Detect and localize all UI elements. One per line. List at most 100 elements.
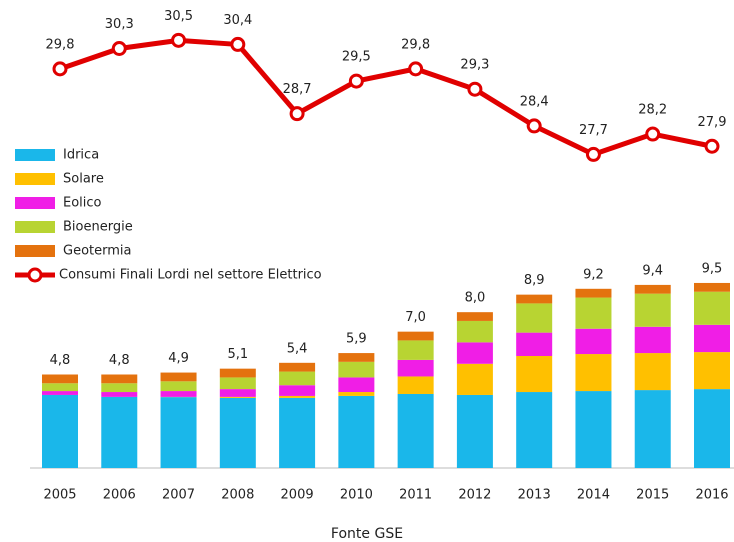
line-label: 29,8	[401, 37, 430, 52]
bar-segment	[101, 383, 138, 393]
bar-segment	[160, 391, 197, 397]
total-label: 4,8	[109, 353, 130, 368]
line-marker	[704, 138, 720, 154]
bar-segment	[42, 394, 78, 468]
x-tick-label: 2010	[340, 488, 373, 503]
bar-segment	[575, 288, 612, 298]
legend-label: Eolico	[63, 196, 102, 211]
bar-segment	[634, 293, 671, 327]
line-label: 28,7	[283, 82, 312, 97]
bar-segment	[219, 377, 256, 390]
line-label: 27,7	[579, 123, 608, 138]
legend-label: Bioenergie	[63, 220, 133, 235]
x-tick-label: 2014	[577, 488, 610, 503]
bar-segment	[279, 385, 316, 396]
total-label: 8,9	[524, 273, 545, 288]
bar-segment	[101, 374, 138, 384]
bar-segment	[694, 389, 730, 468]
line-label: 28,2	[638, 103, 667, 118]
bar-segment	[160, 372, 197, 382]
bar-segment	[456, 363, 493, 395]
bar-segment	[634, 284, 671, 294]
line-marker	[526, 118, 542, 134]
bar-segment	[516, 392, 553, 468]
bar-segment	[694, 291, 730, 325]
line	[59, 37, 713, 157]
line-marker	[52, 61, 68, 77]
bar-segment	[694, 324, 730, 353]
legend-swatch	[15, 221, 55, 233]
total-label: 4,8	[50, 353, 71, 368]
bar-segment	[279, 395, 316, 398]
source: Fonte GSE	[331, 526, 403, 542]
legend-swatch	[15, 197, 55, 209]
legend-swatch	[15, 149, 55, 161]
x-tick-label: 2006	[103, 488, 136, 503]
bar-segment	[397, 376, 434, 394]
legend-swatch	[15, 173, 55, 185]
bar-segment	[516, 332, 553, 356]
bar-segment	[279, 362, 316, 372]
bar-segment	[694, 282, 730, 292]
bar-segment	[101, 396, 138, 468]
bar-segment	[575, 391, 612, 468]
bar-segment	[397, 359, 434, 377]
x-tick-label: 2005	[43, 488, 76, 503]
bar-segment	[42, 374, 78, 384]
bar-segment	[397, 393, 434, 468]
bar-segment	[634, 326, 671, 354]
bar-segment	[160, 381, 197, 392]
bar-segment	[456, 394, 493, 468]
bar-segment	[456, 342, 493, 364]
line-label: 29,8	[46, 37, 75, 52]
bar-segment	[219, 389, 256, 397]
line-label: 30,3	[105, 17, 134, 32]
line-marker	[348, 73, 364, 89]
legend-label: Idrica	[63, 148, 99, 163]
bar-segment	[397, 331, 434, 341]
line-label: 29,3	[460, 58, 489, 73]
line-marker	[645, 126, 661, 142]
line-label: 28,4	[520, 94, 549, 109]
line-marker	[230, 36, 246, 52]
total-label: 4,9	[168, 351, 189, 366]
bar-segment	[101, 392, 138, 397]
bar-segment	[338, 353, 375, 362]
bar-segment	[42, 391, 78, 395]
total-label: 9,5	[702, 261, 723, 276]
line-label: 30,4	[223, 13, 252, 28]
x-tick-label: 2016	[695, 488, 728, 503]
bar-segment	[634, 353, 671, 391]
x-tick-label: 2012	[458, 488, 491, 503]
bar-segment	[516, 356, 553, 393]
line-marker	[585, 146, 601, 162]
line-label: 29,5	[342, 50, 371, 65]
line-marker	[171, 32, 187, 48]
bar-segment	[219, 368, 256, 378]
bar-segment	[42, 383, 78, 392]
total-label: 7,0	[405, 310, 426, 325]
x-tick-label: 2009	[281, 488, 314, 503]
legend-label: Consumi Finali Lordi nel settore Elettri…	[59, 268, 322, 283]
x-tick-label: 2015	[636, 488, 669, 503]
line-marker	[408, 61, 424, 77]
x-tick-label: 2007	[162, 488, 195, 503]
bar-segment	[338, 377, 375, 393]
bar-segment	[575, 354, 612, 392]
line-marker	[111, 41, 127, 57]
bar-segment	[516, 303, 553, 333]
legend-marker	[27, 267, 43, 283]
bar-segment	[694, 352, 730, 390]
total-label: 9,4	[642, 263, 663, 278]
line-label: 27,9	[698, 115, 727, 130]
bar-segment	[219, 397, 256, 468]
total-label: 5,1	[227, 347, 248, 362]
bar-segment	[219, 396, 256, 398]
total-label: 9,2	[583, 267, 604, 282]
line-label: 30,5	[164, 9, 193, 24]
total-label: 5,9	[346, 332, 367, 347]
x-tick-label: 2008	[221, 488, 254, 503]
legend-label: Geotermia	[63, 244, 131, 259]
bar-segment	[397, 340, 434, 360]
